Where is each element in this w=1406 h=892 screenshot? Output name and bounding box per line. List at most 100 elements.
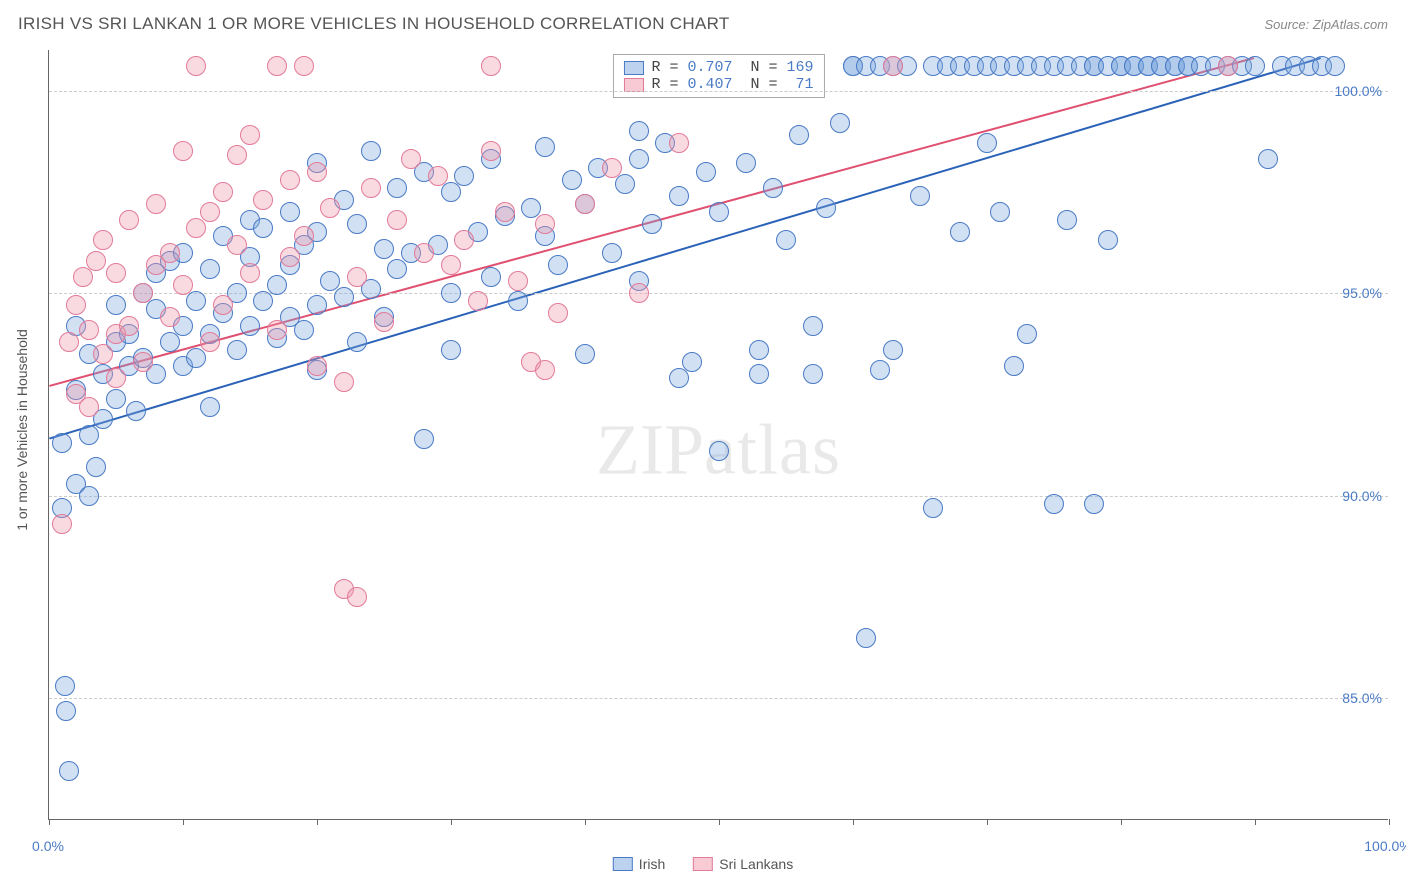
data-point [856,628,876,648]
data-point [240,125,260,145]
data-point [86,251,106,271]
data-point [361,178,381,198]
xtick-mark [49,819,50,825]
data-point [73,267,93,287]
data-point [294,320,314,340]
data-point [669,368,689,388]
data-point [696,162,716,182]
data-point [55,676,75,696]
data-point [454,166,474,186]
data-point [307,295,327,315]
xtick-mark [317,819,318,825]
data-point [387,178,407,198]
data-point [910,186,930,206]
swatch-irish-icon [613,857,633,871]
data-point [307,162,327,182]
data-point [200,259,220,279]
gridline [49,91,1388,92]
data-point [1258,149,1278,169]
xtick-label: 100.0% [1364,838,1406,854]
data-point [133,283,153,303]
data-point [669,186,689,206]
data-point [240,316,260,336]
data-point [119,210,139,230]
data-point [307,356,327,376]
data-point [401,149,421,169]
data-point [280,247,300,267]
swatch-irish-icon [623,61,643,75]
data-point [86,457,106,477]
data-point [535,360,555,380]
data-point [1245,56,1265,76]
chart-title: IRISH VS SRI LANKAN 1 OR MORE VEHICLES I… [18,14,730,34]
data-point [468,291,488,311]
data-point [883,56,903,76]
data-point [1084,494,1104,514]
data-point [160,307,180,327]
stats-label: R = 0.707 N = 169 [651,59,813,76]
data-point [133,352,153,372]
data-point [320,198,340,218]
data-point [334,372,354,392]
data-point [602,158,622,178]
data-point [294,56,314,76]
data-point [535,137,555,157]
data-point [280,202,300,222]
data-point [93,230,113,250]
data-point [106,295,126,315]
data-point [126,401,146,421]
data-point [441,340,461,360]
data-point [294,226,314,246]
data-point [334,287,354,307]
data-point [1057,210,1077,230]
data-point [347,267,367,287]
data-point [481,141,501,161]
chart-container: IRISH VS SRI LANKAN 1 OR MORE VEHICLES I… [0,0,1406,892]
legend-label-sri: Sri Lankans [719,856,793,872]
data-point [535,214,555,234]
data-point [146,194,166,214]
data-point [106,263,126,283]
data-point [1004,356,1024,376]
data-point [629,283,649,303]
data-point [789,125,809,145]
ytick-label: 100.0% [1335,83,1382,99]
data-point [682,352,702,372]
data-point [414,429,434,449]
data-point [59,332,79,352]
data-point [441,283,461,303]
data-point [186,348,206,368]
data-point [481,267,501,287]
data-point [280,170,300,190]
data-point [1325,56,1345,76]
data-point [977,133,997,153]
data-point [186,218,206,238]
data-point [508,271,528,291]
data-point [629,121,649,141]
data-point [454,230,474,250]
data-point [642,214,662,234]
gridline [49,698,1388,699]
chart-source: Source: ZipAtlas.com [1264,17,1388,32]
data-point [227,145,247,165]
data-point [1044,494,1064,514]
data-point [227,340,247,360]
legend-item-sri: Sri Lankans [693,856,793,872]
data-point [508,291,528,311]
xtick-label: 0.0% [32,838,64,854]
data-point [669,133,689,153]
data-point [1098,230,1118,250]
data-point [119,316,139,336]
xtick-mark [585,819,586,825]
data-point [200,397,220,417]
data-point [253,190,273,210]
data-point [749,364,769,384]
data-point [347,332,367,352]
xtick-mark [719,819,720,825]
y-axis-label: 1 or more Vehicles in Household [14,329,30,531]
data-point [213,182,233,202]
data-point [736,153,756,173]
data-point [186,291,206,311]
data-point [602,243,622,263]
xtick-mark [1389,819,1390,825]
